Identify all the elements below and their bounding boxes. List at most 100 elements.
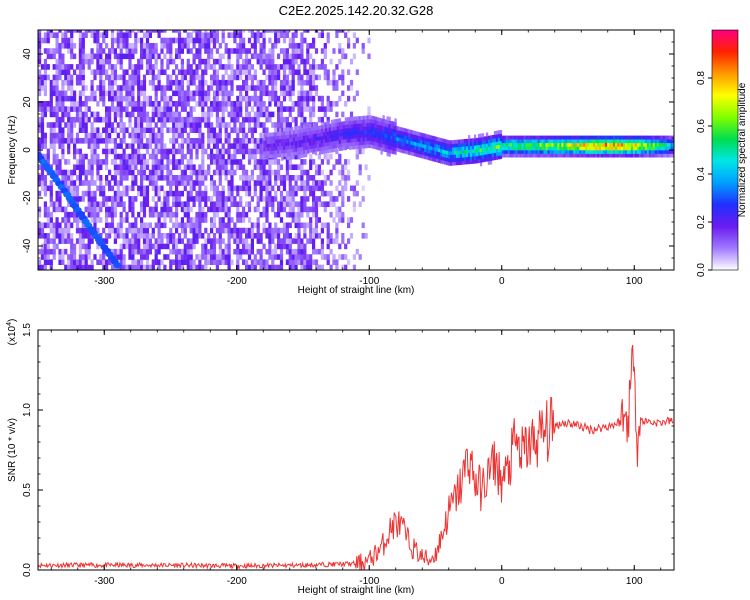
main-trace-cell [273,143,276,147]
spectrogram-cell [239,148,243,155]
main-trace-cell [623,146,626,151]
spectrogram-cell [93,206,97,213]
main-trace-cell [642,139,646,144]
main-trace-cell [523,139,526,144]
main-trace-cell [362,123,365,127]
spectrogram-cell [160,85,164,91]
spectrogram-cell [81,53,85,60]
spectrogram-cell [99,175,103,181]
spectrogram-cell [344,264,348,270]
spectrogram-cell [242,175,246,181]
spectrogram-cell [271,122,275,128]
main-trace-cell [440,159,443,164]
main-trace-cell [646,146,650,151]
main-trace-cell [420,147,423,151]
spectrogram-cell [110,122,115,128]
spectrogram-cell [189,180,193,186]
spectrogram-cell [145,222,150,229]
spectrogram-cell [239,233,243,239]
main-trace-cell [454,150,457,155]
spectrogram-cell [87,180,91,186]
spectrogram-cell [250,227,254,234]
spectrogram-cell [67,264,71,270]
spectrogram-cell [38,264,42,270]
main-trace-cell [362,137,365,142]
main-trace-cell [456,154,459,158]
spectrogram-cell [335,101,339,107]
spectrogram-cell [312,238,316,244]
main-trace-cell [605,142,608,147]
spectrogram-cell [55,138,59,144]
main-trace-cell [483,136,487,141]
spectrogram-cell [242,95,246,102]
main-trace-cell [511,146,514,151]
spectrogram-cell [338,169,342,176]
spectrogram-cell [142,175,147,181]
spectrogram-cell [166,127,170,133]
spectrogram-cell [113,196,117,202]
spectrogram-cell [102,185,106,192]
spectrogram-cell [113,227,117,234]
main-trace-cell [513,153,516,158]
spectrogram-cell [256,201,260,207]
spectrogram-cell [87,30,91,33]
main-trace-cell [281,146,284,150]
spectrogram-cell [180,264,184,270]
spectrogram-cell [309,64,313,70]
spectrogram-cell [70,233,74,239]
spectrogram-cell [78,169,82,176]
spectrogram-cell [344,32,348,38]
spectrogram-cell [84,58,88,65]
spectrogram-cell [180,180,184,186]
spectrogram-cell [268,159,272,165]
main-trace-cell [358,137,361,142]
spectrogram-cell [125,111,129,118]
spectrogram-cell [242,153,246,160]
main-trace-cell [398,137,401,142]
spectrogram-cell [142,185,147,192]
spectrogram-cell [312,175,316,181]
spectrogram-cell [265,201,269,207]
spectrogram-cell [163,85,167,91]
spectrogram-cell [233,32,237,38]
spectrogram-cell [300,169,304,176]
spectrogram-cell [40,227,45,234]
spectrogram-cell [175,148,179,155]
spectrogram-cell [128,85,132,91]
spectrogram-cell [84,227,88,234]
spectrogram-cell [195,122,199,128]
main-trace-cell [305,138,308,143]
spectrogram-cell [198,48,202,54]
spectrogram-cell [227,132,231,139]
main-trace-cell [418,135,421,140]
spectrogram-cell [285,53,289,60]
spectrogram-cell [300,48,304,54]
main-trace-cell [295,137,298,141]
snr-x-tick-label: -300 [94,576,114,587]
spectrogram-cell [277,159,281,165]
spectrogram-cell [297,48,301,54]
spectrogram-cell [192,169,196,176]
main-trace-cell [380,143,383,148]
main-trace-cell [567,139,570,144]
spectrogram-cell [46,248,50,255]
main-trace-cell [627,139,630,144]
spectrogram-cell [361,222,365,229]
main-trace-cell [475,159,479,164]
spectrogram-cell [355,190,359,197]
spectrogram-cell [242,69,246,75]
spectrogram-cell [116,196,120,202]
spectrogram-cell [285,79,289,86]
main-trace-cell [384,126,387,131]
spectrogram-cell [279,90,284,97]
main-trace-cell [404,135,407,140]
spectrogram-cell [253,48,257,54]
spectrogram-cell [282,180,287,186]
main-trace-cell [299,139,302,144]
spectrogram-cell [186,143,190,149]
spectrogram-cell [180,227,184,234]
main-trace-cell [491,145,495,150]
main-trace-cell [485,150,489,155]
main-trace-cell [348,127,351,132]
main-trace-cell [406,146,409,151]
